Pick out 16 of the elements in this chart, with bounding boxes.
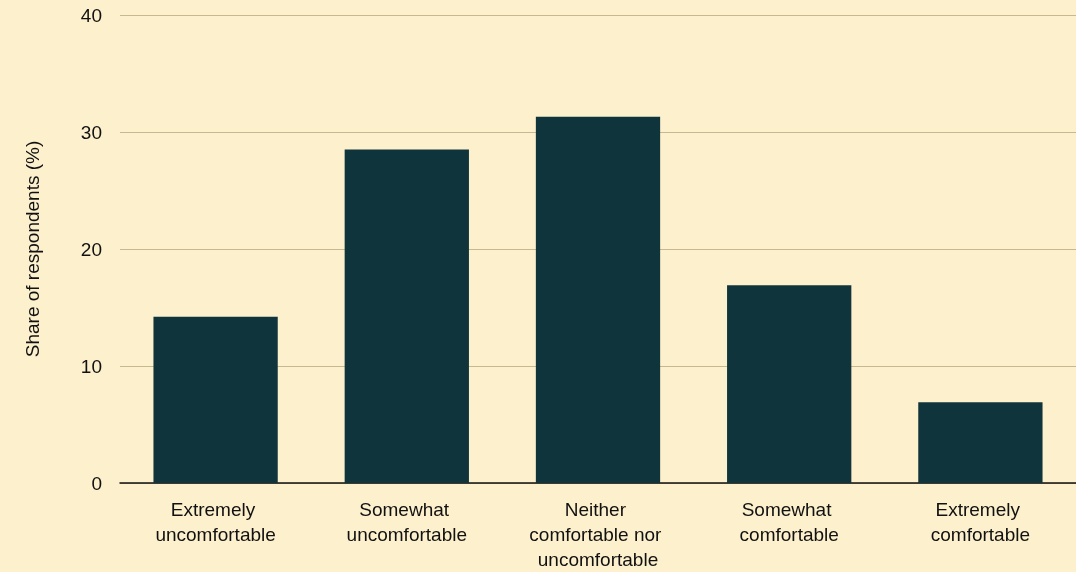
y-tick-label: 0 — [91, 472, 102, 494]
bar — [918, 402, 1043, 483]
x-tick-label: Neither comfortable nor uncomfortable — [529, 499, 667, 570]
y-tick-label: 30 — [80, 121, 102, 143]
y-axis-title: Share of respondents (%) — [22, 140, 43, 358]
bar — [344, 149, 469, 483]
x-tick-label: Extremely comfortable — [930, 499, 1031, 545]
bar — [153, 316, 278, 483]
y-tick-label: 10 — [80, 355, 102, 377]
bar — [535, 116, 661, 483]
x-tick-label: Somewhat comfortable — [739, 499, 839, 545]
bar — [727, 285, 852, 483]
y-tick-label: 20 — [80, 238, 102, 260]
y-tick-label: 40 — [80, 4, 102, 26]
x-tick-label: Somewhat uncomfortable — [346, 499, 467, 545]
x-tick-label: Extremely uncomfortable — [155, 499, 276, 545]
